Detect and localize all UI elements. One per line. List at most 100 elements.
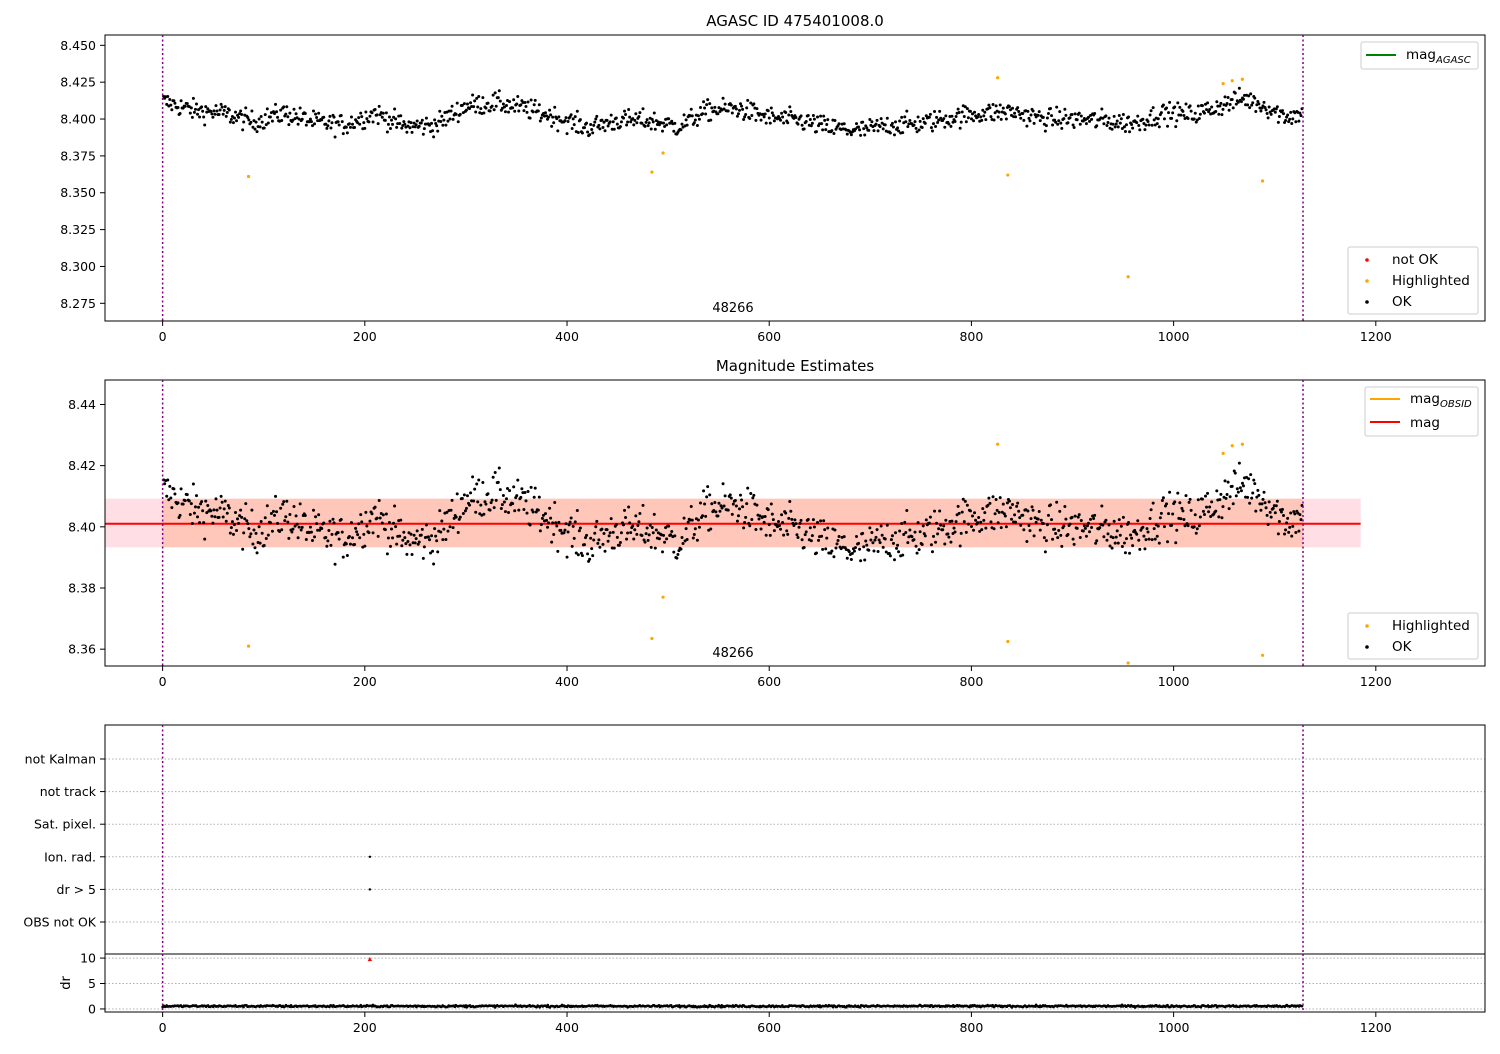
ok-point	[398, 121, 402, 125]
ok-point	[924, 518, 928, 522]
ok-point	[789, 110, 793, 114]
ok-point	[245, 519, 249, 523]
dr-xtick-label: 600	[757, 1020, 781, 1035]
ok-point	[1066, 121, 1070, 125]
ok-point	[600, 527, 604, 531]
ok-point	[1128, 130, 1132, 134]
ok-point	[373, 108, 377, 112]
ok-point	[553, 500, 557, 504]
ok-point	[1018, 516, 1022, 520]
ok-point	[571, 524, 575, 528]
ok-point	[906, 125, 910, 129]
ok-point	[223, 499, 227, 503]
ok-point	[716, 514, 720, 518]
flag-category-label: not track	[40, 784, 97, 799]
ok-point	[1127, 115, 1131, 119]
ok-point	[812, 117, 816, 121]
highlighted-point	[1126, 661, 1130, 665]
ok-point	[566, 530, 570, 534]
ok-point	[792, 523, 796, 527]
flag-category-label: not Kalman	[25, 752, 96, 767]
ok-point	[385, 552, 389, 556]
ok-point	[1084, 534, 1088, 538]
ok-point	[250, 109, 254, 113]
ok-point	[1265, 112, 1269, 116]
ok-point	[790, 517, 794, 521]
ok-point	[998, 496, 1002, 500]
ok-point	[713, 105, 717, 109]
ok-point	[188, 111, 192, 115]
ok-point	[704, 514, 708, 518]
ok-point	[653, 546, 657, 550]
ok-point	[420, 118, 424, 122]
ok-point	[268, 521, 272, 525]
ok-point	[240, 112, 244, 116]
ok-point	[740, 104, 744, 108]
ok-point	[624, 113, 628, 117]
ok-point	[552, 533, 556, 537]
agasc-ytick-label: 8.450	[60, 38, 96, 53]
ok-point	[286, 520, 290, 524]
ok-point	[202, 521, 206, 525]
ok-point	[393, 504, 397, 508]
ok-point	[403, 536, 407, 540]
ok-point	[689, 505, 693, 509]
magnitude-xtick-label: 0	[159, 674, 167, 689]
ok-point	[624, 515, 628, 519]
ok-point	[296, 536, 300, 540]
ok-point	[820, 122, 824, 126]
ok-point	[1182, 518, 1186, 522]
ok-point	[573, 115, 577, 119]
ok-point	[1252, 478, 1256, 482]
ok-point	[1277, 520, 1281, 524]
ok-point	[597, 538, 601, 542]
ok-point	[830, 129, 834, 133]
agasc-panel-title: AGASC ID 475401008.0	[706, 12, 884, 30]
ok-point	[640, 121, 644, 125]
ok-point	[209, 109, 213, 113]
ok-point	[1260, 502, 1264, 506]
ok-point	[609, 113, 613, 117]
ok-point	[744, 515, 748, 519]
ok-point	[593, 120, 597, 124]
ok-point	[988, 106, 992, 110]
ok-point	[924, 114, 928, 118]
ok-point	[586, 552, 590, 556]
ok-point	[404, 542, 408, 546]
ok-point	[385, 130, 389, 134]
ok-point	[308, 525, 312, 529]
ok-point	[251, 542, 255, 546]
ok-point	[689, 107, 693, 111]
ok-point	[759, 118, 763, 122]
ok-point	[408, 126, 412, 130]
ok-point	[644, 532, 648, 536]
ok-point	[318, 528, 322, 532]
ok-point	[253, 127, 257, 131]
ok-point	[1208, 505, 1212, 509]
ok-point	[991, 495, 995, 499]
ok-point	[1248, 501, 1252, 505]
agasc-xtick-label: 400	[555, 329, 579, 344]
magnitude-xtick-label: 800	[959, 674, 983, 689]
ok-point	[230, 520, 234, 524]
ok-point	[662, 121, 666, 125]
ok-point	[409, 532, 413, 536]
ok-point	[814, 130, 818, 134]
ok-point	[698, 501, 702, 505]
ok-point	[479, 503, 483, 507]
ok-point	[1056, 122, 1060, 126]
ok-point	[1123, 130, 1127, 134]
ok-point	[930, 550, 934, 554]
ok-point	[258, 125, 262, 129]
ok-point	[837, 535, 841, 539]
ok-point	[373, 505, 377, 509]
ok-point	[938, 109, 942, 113]
ok-point	[565, 555, 569, 559]
ok-point	[179, 487, 183, 491]
ok-point	[959, 120, 963, 124]
ok-point	[511, 106, 515, 110]
ok-point	[954, 115, 958, 119]
ok-point	[353, 126, 357, 130]
ok-point	[1071, 123, 1075, 127]
ok-point	[670, 529, 674, 533]
